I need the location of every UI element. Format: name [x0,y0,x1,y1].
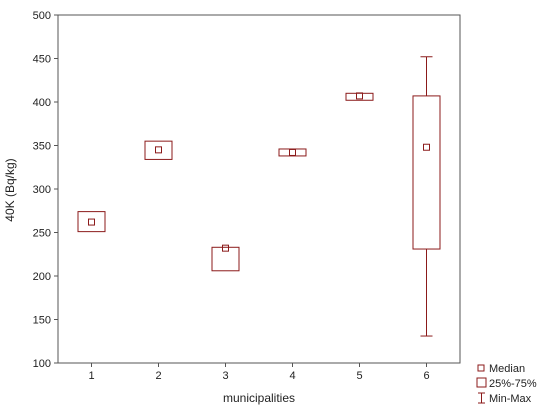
median-marker [289,148,296,156]
y-tick-label: 200 [33,271,51,283]
y-tick-label: 450 [33,54,51,66]
legend-box-marker [476,377,487,388]
iqr-box [77,211,106,233]
median-marker [88,218,95,226]
median-marker [155,146,162,154]
y-tick-label: 500 [33,10,51,22]
y-axis: 100 150 200 250 300 350 400 450 500 [33,10,58,370]
x-axis: 1 2 3 4 5 6 [88,363,430,382]
iqr-box [211,246,240,272]
median-marker [222,244,229,252]
legend-range-marker [478,392,485,404]
median-marker [423,143,430,151]
legend-median-label: Median [489,363,525,375]
x-tick-label: 6 [423,370,429,382]
y-axis-title: 40K (Bq/kg) [3,158,17,221]
y-tick-label: 250 [33,228,51,240]
iqr-box [412,95,441,250]
x-axis-title: municipalities [223,391,295,405]
y-tick-label: 150 [33,315,51,327]
y-tick-label: 300 [33,184,51,196]
box-group [412,56,441,337]
boxes-layer [77,56,441,337]
x-tick-label: 2 [155,370,161,382]
legend-median-marker [477,364,485,372]
y-tick-label: 100 [33,358,51,370]
median-marker [356,92,363,100]
x-tick-label: 5 [356,370,362,382]
plot-area [57,14,461,364]
x-tick-label: 4 [289,370,295,382]
legend-box-label: 25%-75% [489,378,537,390]
box-group [77,211,106,233]
legend: Median 25%-75% Min-Max [476,363,537,405]
box-group [278,148,307,157]
x-tick-label: 3 [222,370,228,382]
y-tick-label: 350 [33,141,51,153]
box-group [211,244,240,272]
box-group [345,92,374,101]
box-group [144,140,173,160]
x-tick-label: 1 [88,370,94,382]
legend-range-label: Min-Max [489,393,532,405]
iqr-box [144,140,173,160]
y-tick-label: 400 [33,97,51,109]
